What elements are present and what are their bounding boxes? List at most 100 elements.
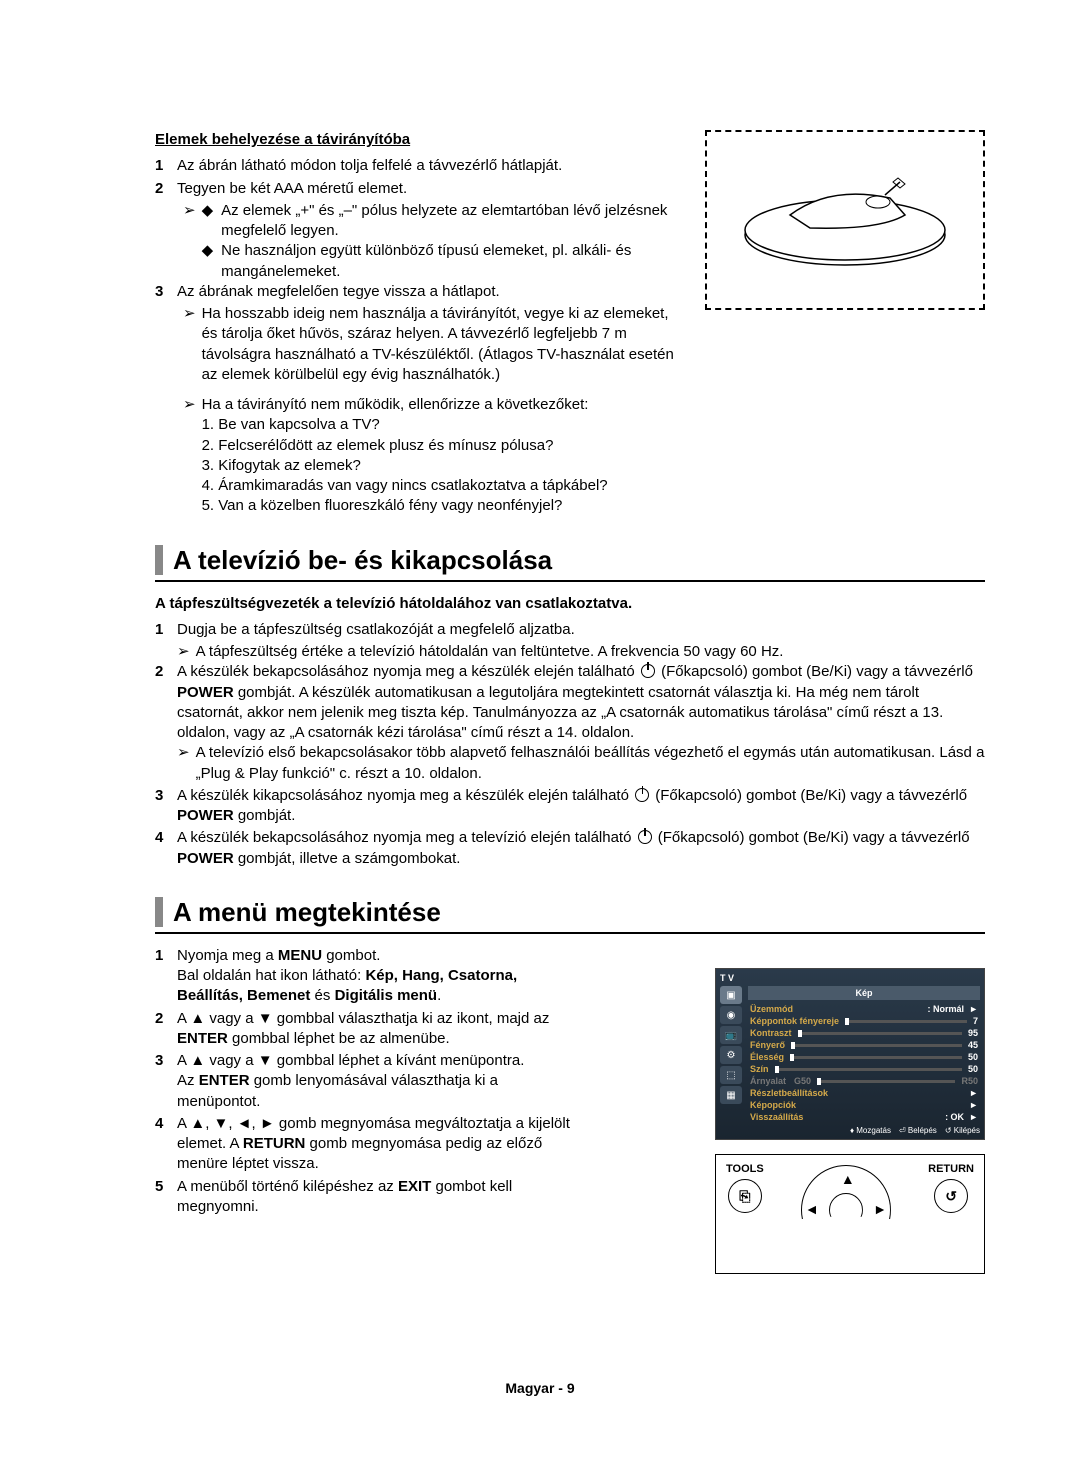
text: Tegyen be két AAA méretű elemet.: [177, 179, 685, 199]
text: (Főkapcsoló) gombot (Be/Ki) vagy a távve…: [651, 787, 967, 804]
section1-heading: Elemek behelyezése a távirányítóba: [155, 130, 685, 150]
remote-illustration: [705, 130, 985, 310]
text: Ha a távirányító nem működik, ellenőrizz…: [202, 395, 608, 415]
footer-enter: Belépés: [908, 1126, 937, 1135]
s2-intro: A tápfeszültségvezeték a televízió hátol…: [155, 594, 985, 614]
text: A ▲ vagy a ▼ gombbal léphet a kívánt men…: [177, 1052, 524, 1069]
num: 4: [155, 1114, 177, 1175]
text: A készülék kikapcsolásához nyomja meg a …: [177, 787, 633, 804]
s2-step2: 2 A készülék bekapcsolásához nyomja meg …: [155, 662, 985, 784]
num: 2: [155, 662, 177, 784]
section3-title: A menü megtekintése: [155, 897, 985, 934]
num: 2: [155, 1009, 177, 1050]
text: 5. Van a közelben fluoreszkáló fény vagy…: [202, 496, 608, 516]
row-label: Árnyalat: [750, 1076, 786, 1086]
title-text: A menü megtekintése: [173, 897, 441, 928]
tv-menu-figure: T V ▣ ◉ 📺 ⚙ ⬚ ▦ Kép Üzemmód: Normál ► Ké…: [715, 968, 985, 1274]
dpad: ▲ ◄ ►: [801, 1165, 891, 1255]
text: gombot.: [322, 947, 380, 964]
text: gombját, illetve a számgombokat.: [234, 850, 461, 867]
num: 5: [155, 1177, 177, 1218]
menu-icon-setup: ⚙: [720, 1046, 742, 1064]
tv-menu: T V ▣ ◉ 📺 ⚙ ⬚ ▦ Kép Üzemmód: Normál ► Ké…: [715, 968, 985, 1140]
return-button-icon: ↺: [934, 1179, 968, 1213]
s2-step4: 4 A készülék bekapcsolásához nyomja meg …: [155, 828, 985, 869]
text: 3. Kifogytak az elemek?: [202, 456, 608, 476]
row-label: Fényerő: [750, 1040, 785, 1050]
s1-step2: 2 Tegyen be két AAA méretű elemet.: [155, 179, 685, 199]
text: Az ábrán látható módon tolja felfelé a t…: [177, 156, 685, 176]
num: 4: [155, 828, 177, 869]
footer-move: Mozgatás: [856, 1126, 891, 1135]
num: 1: [155, 156, 177, 176]
title-text: A televízió be- és kikapcsolása: [173, 545, 552, 576]
row-label: Szín: [750, 1064, 769, 1074]
text: gombját.: [234, 807, 296, 824]
text: 1. Be van kapcsolva a TV?: [202, 415, 608, 435]
s3-step1: 1 Nyomja meg a MENU gombot. Bal oldalán …: [155, 946, 585, 1007]
num: 2: [155, 179, 177, 199]
menu-icon-input: ⬚: [720, 1066, 742, 1084]
text: gombbal léphet be az almenübe.: [228, 1030, 450, 1047]
power-icon: [641, 664, 655, 678]
text: Bal oldalán hat ikon látható:: [177, 967, 365, 984]
power-icon: [635, 788, 649, 802]
text: A televízió első bekapcsolásakor több al…: [196, 743, 985, 784]
menu-title: Kép: [748, 986, 980, 1000]
menu-icon-sound: ◉: [720, 1006, 742, 1024]
text: A ▲ vagy a ▼ gombbal választhatja ki az …: [177, 1010, 549, 1027]
row-label: Részletbeállítások: [750, 1088, 828, 1098]
row-label: Kontraszt: [750, 1028, 792, 1038]
s3-step2: 2 A ▲ vagy a ▼ gombbal választhatja ki a…: [155, 1009, 585, 1050]
num: 3: [155, 282, 177, 302]
num: 3: [155, 1051, 177, 1112]
s3-step3: 3 A ▲ vagy a ▼ gombbal léphet a kívánt m…: [155, 1051, 585, 1112]
s2-step2d: ➢A televízió első bekapcsolásakor több a…: [177, 743, 985, 784]
s1-step3: 3 Az ábrának megfelelően tegye vissza a …: [155, 282, 685, 302]
text: 4. Áramkimaradás van vagy nincs csatlako…: [202, 476, 608, 496]
s3-step4: 4 A ▲, ▼, ◄, ► gomb megnyomása megváltoz…: [155, 1114, 585, 1175]
text: Az: [177, 1072, 199, 1089]
row-label: Élesség: [750, 1052, 784, 1062]
text: Ha hosszabb ideig nem használja a távirá…: [202, 304, 685, 385]
text: (Főkapcsoló) gombot (Be/Ki) vagy a távve…: [657, 663, 973, 680]
footer-exit: Kilépés: [954, 1126, 980, 1135]
section2-title: A televízió be- és kikapcsolása: [155, 545, 985, 582]
text: Az ábrának megfelelően tegye vissza a há…: [177, 282, 685, 302]
menu-icon-channel: 📺: [720, 1026, 742, 1044]
row-label: Üzemmód: [750, 1004, 793, 1014]
text: A készülék bekapcsolásához nyomja meg a …: [177, 663, 639, 680]
s3-step5: 5 A menüből történő kilépéshez az EXIT g…: [155, 1177, 585, 1218]
power-icon: [638, 830, 652, 844]
num: 3: [155, 786, 177, 827]
text: Nyomja meg a: [177, 947, 278, 964]
tools-button-icon: ⎘: [728, 1179, 762, 1213]
text: (Főkapcsoló) gombot (Be/Ki) vagy a távve…: [654, 829, 970, 846]
s2-step1a: ➢A tápfeszültség értéke a televízió háto…: [155, 642, 985, 662]
menu-icon-digital: ▦: [720, 1086, 742, 1104]
s1-step3-sub: ➢ Ha hosszabb ideig nem használja a távi…: [155, 304, 685, 385]
s1-step2-sub: ➢ ◆Az elemek „+" és „–" pólus helyzete a…: [155, 201, 685, 282]
s1-step1: 1 Az ábrán látható módon tolja felfelé a…: [155, 156, 685, 176]
s2-step1: 1 Dugja be a tápfeszültség csatlakozóját…: [155, 620, 985, 640]
num: 1: [155, 620, 177, 640]
num: 1: [155, 946, 177, 1007]
row-label: Képopciók: [750, 1100, 796, 1110]
row-label: Visszaállítás: [750, 1112, 803, 1122]
row-label: Képpontok fényereje: [750, 1016, 839, 1026]
text: A készülék bekapcsolásához nyomja meg a …: [177, 829, 636, 846]
return-label: RETURN: [928, 1163, 974, 1175]
menu-icon-picture: ▣: [720, 986, 742, 1004]
tools-label: TOOLS: [726, 1163, 764, 1175]
text: Ne használjon együtt különböző típusú el…: [221, 241, 685, 282]
text: 2. Felcserélődött az elemek plusz és mín…: [202, 436, 608, 456]
text: A menüből történő kilépéshez az: [177, 1178, 398, 1195]
tv-label: T V: [720, 973, 734, 983]
s2-step3: 3 A készülék kikapcsolásához nyomja meg …: [155, 786, 985, 827]
text: Dugja be a tápfeszültség csatlakozóját a…: [177, 620, 985, 640]
remote-diagram: TOOLS ⎘ ▲ ◄ ► RETURN ↺: [715, 1154, 985, 1274]
page-footer: Magyar - 9: [0, 1380, 1080, 1396]
text: Az elemek „+" és „–" pólus helyzete az e…: [221, 201, 685, 242]
text: és: [310, 987, 334, 1004]
s1-check: ➢ Ha a távirányító nem működik, ellenőri…: [155, 395, 685, 517]
